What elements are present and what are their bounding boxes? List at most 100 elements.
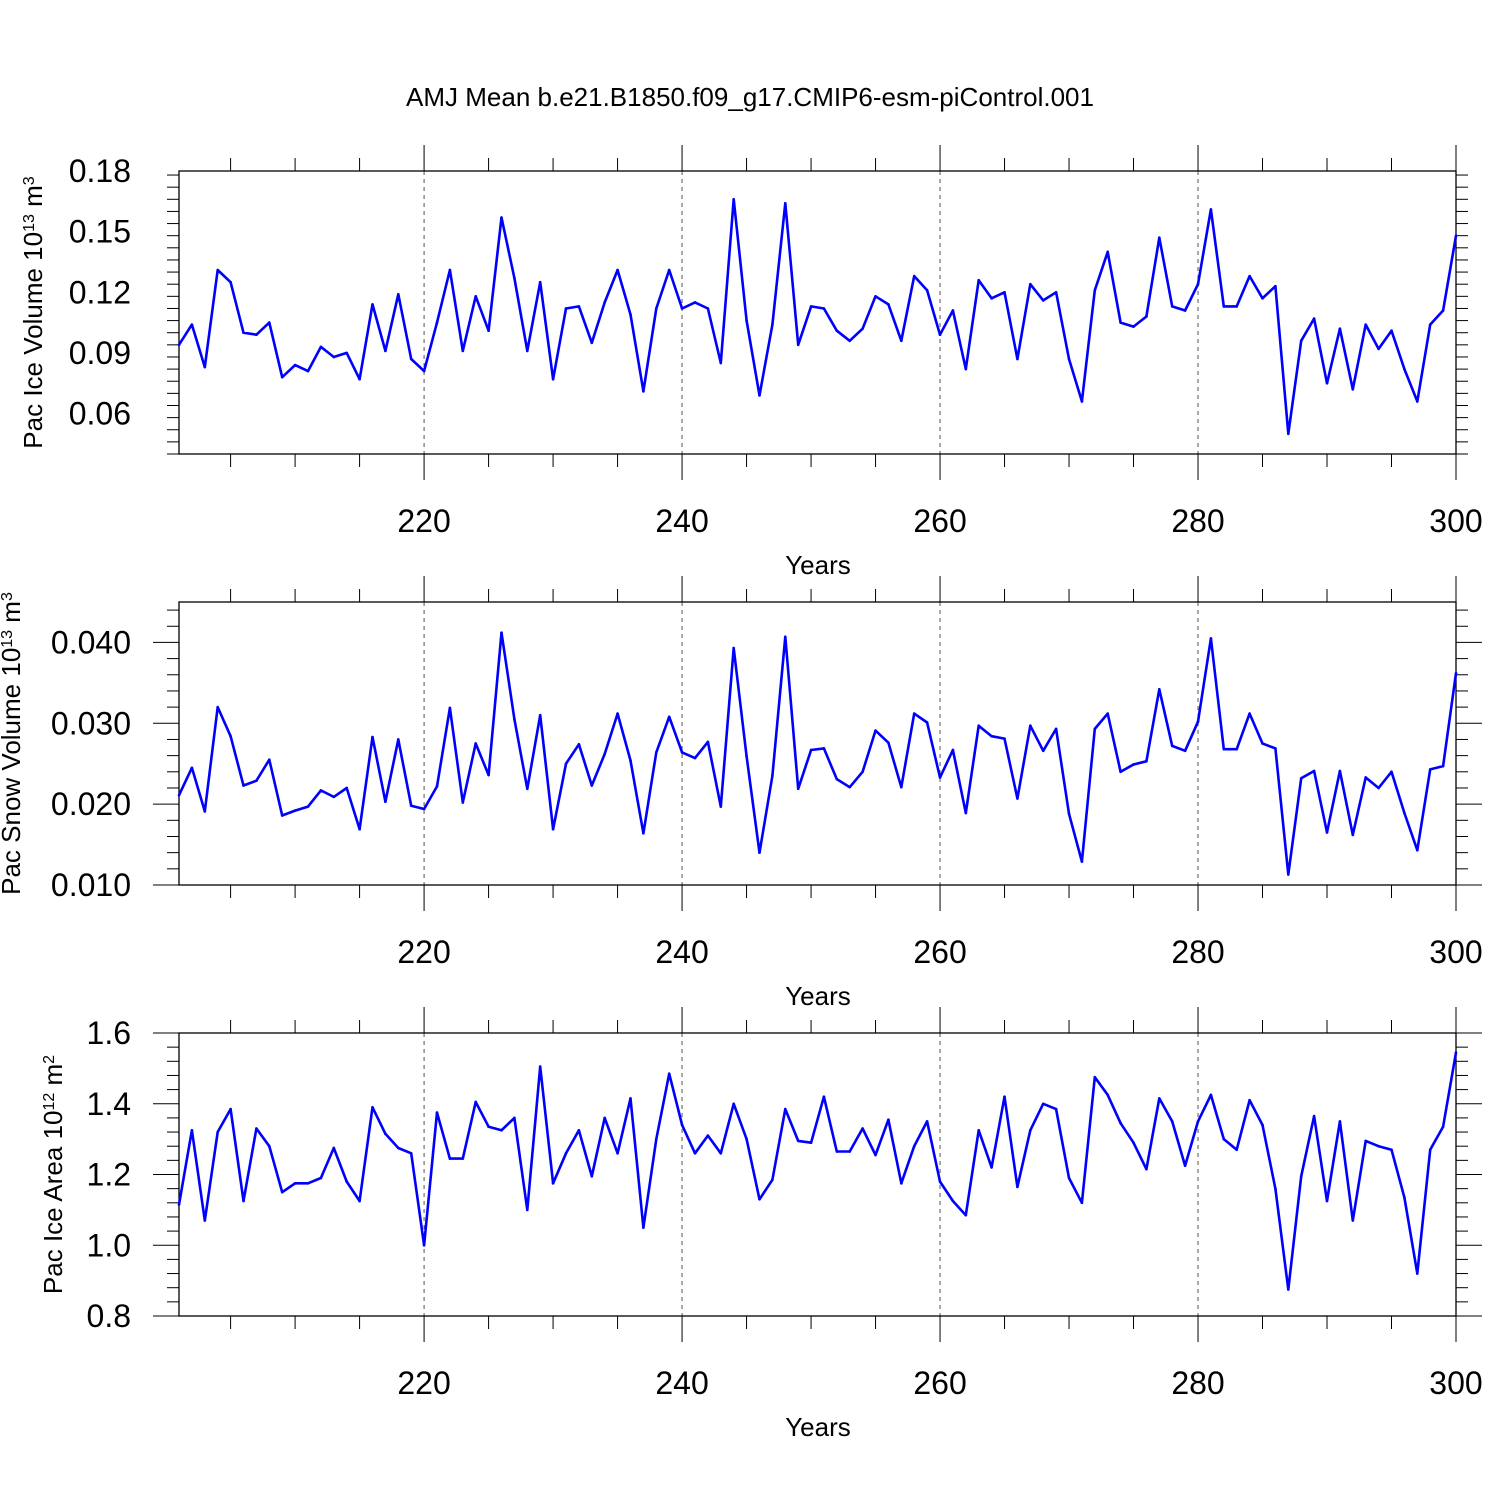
data-point [1441, 1125, 1445, 1129]
data-point [1209, 208, 1213, 211]
data-point [358, 1199, 361, 1203]
data-point [796, 787, 800, 791]
data-point [1119, 321, 1122, 324]
data-point [719, 805, 723, 808]
data-point [525, 787, 529, 791]
data-point [1248, 274, 1251, 278]
data-point [1428, 1148, 1432, 1152]
data-point [190, 323, 194, 326]
data-point [1390, 1148, 1393, 1152]
panel-3: 0.8 1.0 1.2 1.4 1.6 220 240 260 280 300 Years Pac I… [38, 1007, 1483, 1442]
x-tick-label: 300 [1429, 1365, 1482, 1401]
data-point [500, 1128, 503, 1132]
x-tick-label: 240 [655, 1365, 708, 1401]
data-point [203, 1219, 207, 1222]
data-point [525, 1208, 529, 1212]
data-point [1416, 1272, 1419, 1275]
data-point [1364, 323, 1368, 326]
data-point [190, 766, 194, 770]
data-point [1364, 776, 1368, 779]
data-point [732, 198, 735, 201]
data-point [809, 1141, 813, 1144]
data-point [1390, 770, 1393, 774]
y-tick-label: 1.4 [87, 1086, 131, 1122]
data-point [1183, 309, 1187, 312]
data-point [1016, 1185, 1019, 1189]
data-point [719, 1151, 723, 1155]
data-point [1170, 744, 1174, 748]
data-point [1235, 747, 1239, 751]
data-point [1274, 284, 1277, 288]
data-point [448, 1157, 452, 1160]
data-point [358, 827, 361, 831]
y-axis-title-superscript: 13 [0, 630, 16, 648]
data-point [332, 795, 336, 799]
x-tick-label: 240 [655, 934, 708, 970]
data-point [706, 307, 710, 310]
data-point [990, 297, 993, 300]
data-point [732, 1102, 735, 1106]
data-point [345, 351, 348, 355]
data-point [1428, 768, 1432, 771]
data-point [564, 1151, 568, 1155]
data-point [1222, 747, 1226, 751]
data-point [229, 280, 232, 284]
data-point [732, 646, 735, 650]
data-point [371, 1105, 374, 1109]
data-point [293, 1182, 297, 1185]
data-point [1441, 309, 1445, 312]
x-tick-label: 240 [655, 503, 708, 539]
data-point [1248, 1098, 1251, 1102]
data-point [306, 1182, 310, 1185]
data-point [1067, 812, 1071, 816]
data-point [487, 329, 490, 332]
x-axis-title: Years [785, 550, 851, 580]
data-point [874, 295, 877, 298]
data-point [229, 1107, 232, 1111]
data-point [293, 809, 297, 812]
x-tick-label: 260 [913, 934, 966, 970]
panel-2: 0.010 0.020 0.030 0.040 220 240 260 280 300 Years… [0, 576, 1483, 1011]
data-point [745, 755, 748, 758]
data-point [667, 268, 671, 272]
data-point [216, 1130, 219, 1134]
data-point [1209, 1093, 1213, 1097]
data-point [177, 343, 181, 347]
data-point [758, 1197, 761, 1201]
data-point [783, 635, 787, 639]
data-point [616, 712, 619, 715]
data-point [255, 779, 258, 782]
data-point [835, 777, 839, 781]
data-point [680, 1123, 684, 1127]
data-point [1454, 234, 1458, 237]
data-point [448, 268, 452, 272]
data-point [242, 784, 245, 787]
data-point [1377, 347, 1380, 351]
data-point [938, 1180, 942, 1183]
data-point [887, 1118, 890, 1121]
data-point [1196, 720, 1200, 723]
data-point [874, 1153, 877, 1157]
data-point [1080, 1201, 1084, 1205]
data-point [1003, 737, 1006, 740]
data-point [551, 827, 555, 831]
data-point [384, 349, 387, 353]
data-point [1119, 770, 1122, 774]
data-point [1441, 764, 1445, 768]
data-point [912, 712, 916, 715]
data-point [990, 734, 993, 738]
x-tick-label: 300 [1429, 934, 1482, 970]
data-point [977, 724, 981, 728]
data-point [461, 1157, 465, 1160]
data-point [861, 770, 864, 774]
data-point [551, 1182, 555, 1185]
y-tick-label: 0.040 [51, 624, 131, 660]
y-tick-label: 0.09 [69, 335, 131, 371]
data-point [500, 216, 503, 219]
data-point [371, 735, 374, 739]
data-point [1132, 1141, 1135, 1144]
data-point [1003, 290, 1006, 294]
data-point [1235, 305, 1239, 308]
y-axis-title-part: m [18, 185, 48, 214]
x-tick-label: 280 [1171, 1365, 1224, 1401]
